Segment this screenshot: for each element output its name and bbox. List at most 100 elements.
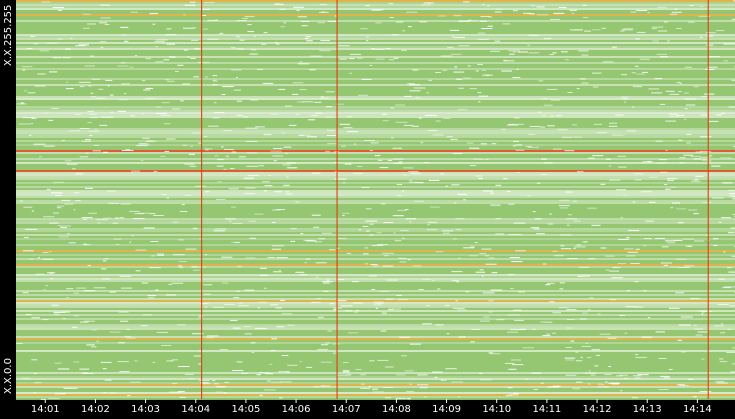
heatmap-gap [490, 193, 494, 194]
heatmap-gap [702, 159, 707, 160]
heatmap-gap [688, 22, 695, 23]
heatmap-gap [310, 56, 322, 57]
heatmap-gap [105, 80, 112, 81]
heatmap-gap [79, 369, 89, 370]
heatmap-gap [684, 93, 689, 94]
heatmap-gap [664, 184, 667, 185]
heatmap-gap [728, 272, 735, 273]
heatmap-row [16, 314, 735, 316]
heatmap-gap [424, 162, 429, 163]
heatmap-gap [655, 238, 665, 239]
heatmap-gap [574, 246, 585, 247]
heatmap-gap [624, 248, 634, 249]
heatmap-gap [405, 209, 409, 210]
heatmap-gap [711, 166, 720, 167]
heatmap-gap [371, 264, 378, 265]
heatmap-gap [656, 331, 665, 332]
heatmap-gap [307, 136, 317, 137]
heatmap-gap [658, 389, 668, 390]
heatmap-gap [122, 83, 130, 84]
heatmap-gap [119, 371, 129, 372]
heatmap-gap [154, 171, 158, 172]
heatmap-gap [124, 93, 126, 94]
heatmap-gap [116, 244, 119, 245]
heatmap-gap [365, 221, 377, 222]
heatmap-gap [234, 90, 241, 91]
heatmap-gap [47, 43, 58, 44]
heatmap-gap [591, 375, 596, 376]
heatmap-gap [565, 192, 573, 193]
heatmap-gap [182, 204, 185, 205]
heatmap-gap [730, 372, 735, 373]
heatmap-gap [503, 178, 507, 179]
heatmap-gap [635, 66, 639, 67]
heatmap-gap [300, 89, 307, 90]
heatmap-gap [265, 185, 273, 186]
heatmap-gap [383, 387, 393, 388]
heatmap-gap [667, 180, 674, 181]
heatmap-gap [655, 78, 662, 79]
heatmap-row [16, 292, 735, 294]
heatmap-gap [627, 130, 636, 131]
heatmap-gap [576, 382, 583, 383]
x-tick-label: 14:09 [432, 404, 461, 415]
heatmap-gap [134, 360, 138, 361]
heatmap-gap [381, 331, 387, 332]
heatmap-gap [238, 305, 249, 306]
heatmap-gap [320, 4, 327, 5]
heatmap-gap [129, 242, 131, 243]
heatmap-gap [82, 141, 91, 142]
heatmap-row [16, 162, 735, 164]
heatmap-gap [427, 229, 437, 230]
heatmap-gap [53, 312, 65, 313]
heatmap-gap [178, 239, 184, 240]
heatmap-gap [528, 134, 536, 135]
heatmap-gap [361, 28, 368, 29]
heatmap-gap [131, 12, 138, 13]
heatmap-gap [309, 69, 316, 70]
heatmap-gap [274, 191, 282, 192]
heatmap-gap [203, 294, 211, 295]
heatmap-gap [535, 218, 542, 219]
heatmap-gap [124, 41, 128, 42]
heatmap-gap [589, 297, 593, 298]
heatmap-gap [385, 299, 393, 300]
heatmap-gap [58, 369, 70, 370]
heatmap-gap [496, 9, 503, 10]
heatmap-gap [166, 34, 177, 35]
heatmap-gap [23, 250, 34, 251]
heatmap-gap [478, 33, 486, 34]
heatmap-row [16, 106, 735, 108]
heatmap-gap [513, 145, 515, 146]
heatmap-row [16, 60, 735, 62]
heatmap-gap [83, 28, 90, 29]
heatmap-gap [463, 78, 471, 79]
heatmap-gap [586, 343, 589, 344]
heatmap-gap [214, 102, 216, 103]
heatmap-gap [696, 335, 703, 336]
heatmap-gap [684, 265, 695, 266]
heatmap-gap [580, 78, 586, 79]
heatmap-gap [213, 80, 217, 81]
heatmap-gap [221, 257, 232, 258]
heatmap-gap [107, 191, 116, 192]
heatmap-gap [513, 141, 519, 142]
heatmap-gap [237, 20, 247, 21]
heatmap-gap [250, 99, 258, 100]
heatmap-gap [353, 173, 363, 174]
heatmap-gap [283, 164, 291, 165]
heatmap-gap [300, 274, 308, 275]
heatmap-gap [565, 358, 576, 359]
heatmap-gap [485, 255, 490, 256]
heatmap-gap [635, 307, 643, 308]
heatmap-gap [512, 364, 523, 365]
heatmap-gap [382, 253, 394, 254]
heatmap-row [16, 242, 735, 244]
heatmap-gap [301, 21, 309, 22]
heatmap-gap [456, 79, 462, 80]
heatmap-gap [411, 173, 421, 174]
heatmap-gap [700, 136, 712, 137]
heatmap-gap [495, 12, 502, 13]
heatmap-gap [730, 228, 735, 229]
heatmap-gap [646, 221, 654, 222]
